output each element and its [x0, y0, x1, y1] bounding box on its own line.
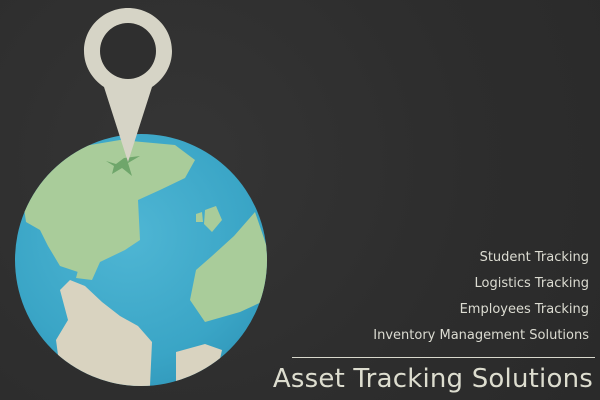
title-divider: [292, 357, 595, 358]
service-item-employees-tracking: Employees Tracking: [459, 302, 589, 317]
map-pin-icon: [84, 8, 172, 162]
service-item-logistics-tracking: Logistics Tracking: [474, 276, 590, 291]
globe-illustration: [15, 8, 267, 386]
globe-icon: [15, 134, 267, 386]
services-list: Student Tracking Logistics Tracking Empl…: [289, 250, 589, 354]
brand-title: Asset Tracking Solutions: [272, 364, 593, 394]
service-item-student-tracking: Student Tracking: [479, 250, 589, 265]
service-item-inventory-management: Inventory Management Solutions: [373, 328, 589, 343]
